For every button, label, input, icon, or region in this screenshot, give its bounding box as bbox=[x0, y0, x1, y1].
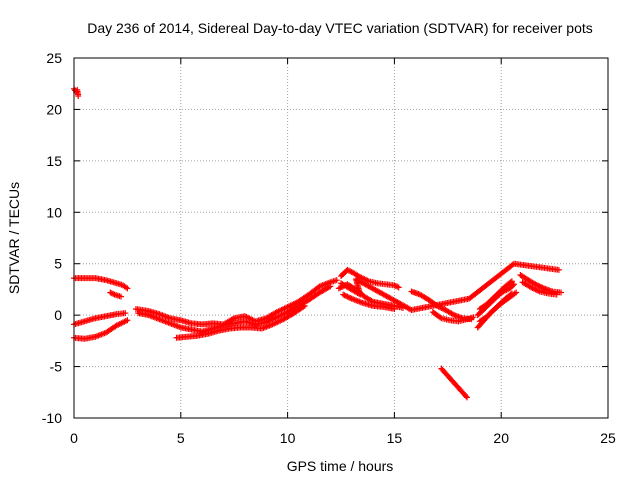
y-tick-label: 0 bbox=[54, 307, 62, 323]
series-track-16-18-lower bbox=[429, 309, 477, 325]
x-tick-label: 5 bbox=[177, 430, 185, 446]
data-point bbox=[511, 281, 518, 288]
data-point bbox=[122, 310, 129, 317]
data-point bbox=[464, 394, 471, 401]
data-point bbox=[301, 302, 308, 309]
x-tick-label: 25 bbox=[600, 430, 616, 446]
y-tick-label: -10 bbox=[42, 410, 62, 426]
data-point bbox=[437, 314, 444, 321]
data-point bbox=[300, 303, 307, 310]
data-point bbox=[124, 317, 131, 324]
data-point bbox=[507, 291, 514, 298]
y-axis-label: SDTVAR / TECUs bbox=[6, 182, 22, 294]
data-points bbox=[71, 85, 565, 401]
data-point bbox=[395, 284, 402, 291]
series-main-track-c bbox=[173, 302, 308, 341]
series-track-19-20-d bbox=[476, 278, 515, 312]
series-middle-band-early bbox=[71, 310, 129, 328]
x-tick-label: 0 bbox=[70, 430, 78, 446]
y-tick-label: 10 bbox=[46, 204, 62, 220]
data-point bbox=[553, 291, 560, 298]
data-point bbox=[327, 283, 334, 290]
data-point bbox=[470, 314, 477, 321]
data-point bbox=[508, 290, 515, 297]
series-early-spike bbox=[71, 85, 82, 100]
y-tick-label: -5 bbox=[50, 359, 63, 375]
x-axis-label: GPS time / hours bbox=[287, 458, 394, 474]
data-point bbox=[558, 289, 565, 296]
data-point bbox=[462, 393, 469, 400]
series-upper-band-tail bbox=[107, 289, 124, 300]
y-tick-label: 25 bbox=[46, 50, 62, 66]
series-track-19-20-c bbox=[476, 290, 515, 325]
data-point bbox=[507, 279, 514, 286]
x-tick-label: 20 bbox=[493, 430, 509, 446]
series-late-lower bbox=[519, 279, 560, 298]
y-tick-label: 5 bbox=[54, 256, 62, 272]
series-lower-band-early bbox=[71, 317, 131, 342]
data-point bbox=[333, 277, 340, 284]
data-point bbox=[509, 282, 516, 289]
x-tick-label: 15 bbox=[387, 430, 403, 446]
data-point bbox=[325, 284, 332, 291]
chart-title: Day 236 of 2014, Sidereal Day-to-day VTE… bbox=[87, 20, 593, 36]
data-point bbox=[508, 278, 515, 285]
series-peak-13h-lowest bbox=[340, 291, 398, 312]
x-tick-label: 10 bbox=[280, 430, 296, 446]
axis-ticks: 0 5 10 15 20 25 -10 -5 0 5 10 15 20 25 bbox=[42, 50, 616, 446]
data-point bbox=[513, 289, 520, 296]
y-tick-label: 20 bbox=[46, 101, 62, 117]
series-falling-line bbox=[438, 365, 471, 401]
data-point bbox=[117, 293, 124, 300]
grid bbox=[74, 58, 608, 418]
data-point bbox=[124, 285, 131, 292]
plot-frame bbox=[73, 57, 609, 419]
data-point bbox=[555, 266, 562, 273]
data-point bbox=[391, 305, 398, 312]
y-tick-label: 15 bbox=[46, 153, 62, 169]
data-point bbox=[75, 93, 82, 100]
